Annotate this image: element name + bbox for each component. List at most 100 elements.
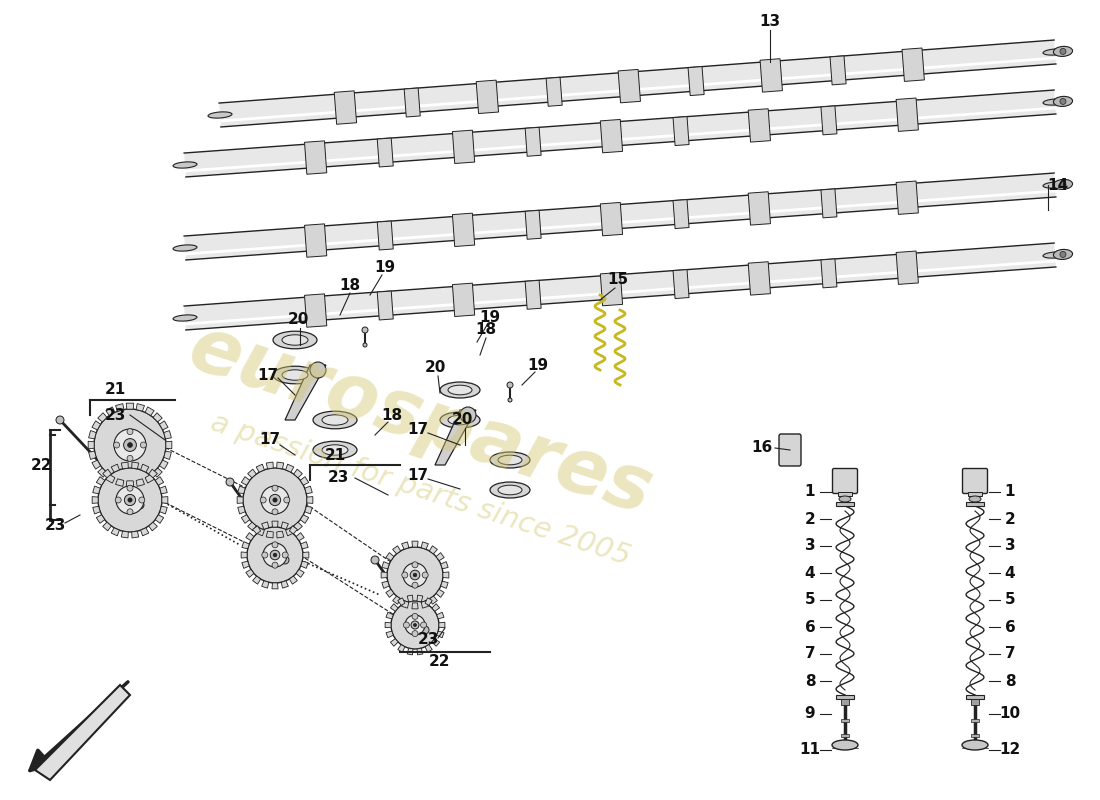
Ellipse shape [173,162,197,168]
Circle shape [123,438,136,451]
Polygon shape [92,497,98,503]
Circle shape [508,398,512,402]
Polygon shape [300,515,309,523]
Text: 11: 11 [800,742,821,758]
Polygon shape [89,430,96,439]
Circle shape [283,552,288,558]
Text: 23: 23 [417,633,439,647]
Ellipse shape [322,414,348,426]
Circle shape [273,498,277,502]
Polygon shape [92,506,100,514]
Polygon shape [121,462,129,469]
Text: 18: 18 [475,322,496,338]
Text: 18: 18 [340,278,361,293]
Ellipse shape [498,485,522,494]
Polygon shape [821,259,837,288]
Circle shape [284,497,289,503]
Polygon shape [305,486,312,494]
Circle shape [1060,98,1066,105]
Polygon shape [821,106,837,135]
Ellipse shape [282,334,308,346]
Polygon shape [381,572,387,578]
Polygon shape [166,442,172,449]
Polygon shape [102,522,111,531]
Text: eurospares: eurospares [179,310,661,530]
Ellipse shape [314,411,358,429]
Circle shape [363,343,367,347]
Text: 23: 23 [104,407,125,422]
Text: 22: 22 [31,458,53,473]
Polygon shape [437,612,444,619]
Polygon shape [92,421,100,430]
Polygon shape [404,88,420,117]
Polygon shape [525,127,541,156]
Circle shape [402,572,408,578]
Polygon shape [153,468,162,478]
Circle shape [422,572,428,578]
Polygon shape [153,413,162,422]
Circle shape [273,554,277,557]
Ellipse shape [1043,49,1067,55]
Polygon shape [830,56,846,85]
Polygon shape [289,576,297,584]
Text: 15: 15 [607,273,628,287]
Polygon shape [307,497,312,503]
Polygon shape [286,528,294,536]
Text: 4: 4 [1004,566,1015,581]
Polygon shape [248,522,256,531]
Polygon shape [253,576,261,584]
Polygon shape [302,552,309,558]
Circle shape [126,455,133,462]
Ellipse shape [1054,96,1072,106]
Polygon shape [272,521,278,527]
Polygon shape [248,469,256,478]
Polygon shape [277,531,284,538]
Polygon shape [417,595,422,602]
Polygon shape [256,528,264,536]
Polygon shape [601,202,623,236]
Polygon shape [896,251,918,284]
Polygon shape [126,403,134,409]
Polygon shape [164,451,172,459]
Polygon shape [300,542,308,549]
Circle shape [139,497,145,503]
Polygon shape [386,631,394,638]
Ellipse shape [208,112,232,118]
Circle shape [94,409,166,481]
Polygon shape [160,421,168,430]
Circle shape [414,573,417,577]
Bar [971,734,979,737]
Polygon shape [382,582,389,588]
Polygon shape [241,552,248,558]
Polygon shape [262,581,268,588]
Polygon shape [241,515,250,523]
Text: 19: 19 [527,358,549,373]
Ellipse shape [1054,179,1072,190]
Polygon shape [266,462,273,469]
Circle shape [126,429,133,434]
Polygon shape [601,119,623,153]
Polygon shape [121,531,129,538]
Polygon shape [452,130,475,163]
Polygon shape [160,460,168,469]
Polygon shape [141,464,149,472]
Polygon shape [132,462,139,469]
Text: 17: 17 [257,367,278,382]
Circle shape [136,501,144,509]
Circle shape [420,622,427,628]
Polygon shape [334,91,356,124]
Polygon shape [390,604,398,611]
Polygon shape [98,413,107,422]
Text: 17: 17 [407,422,429,438]
Polygon shape [748,192,770,225]
Circle shape [272,485,278,491]
Circle shape [271,550,279,560]
Circle shape [310,362,326,378]
Polygon shape [164,430,172,439]
Circle shape [243,468,307,532]
Ellipse shape [273,366,317,384]
Ellipse shape [440,382,480,398]
Ellipse shape [490,482,530,498]
Polygon shape [393,596,400,604]
Text: 23: 23 [44,518,66,533]
